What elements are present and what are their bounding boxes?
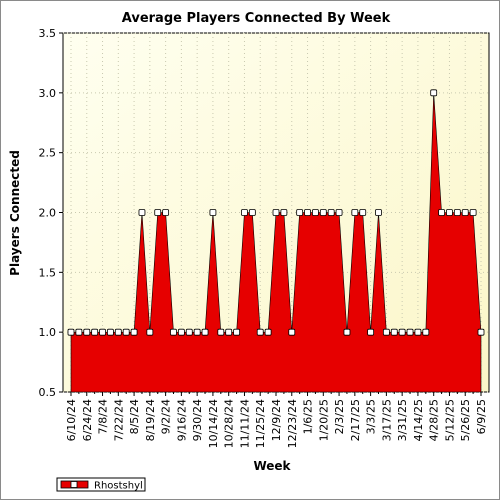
x-tick-label: 11/11/24 xyxy=(238,399,251,448)
data-point xyxy=(304,209,311,216)
data-point xyxy=(248,209,256,216)
legend: Rhostshyl xyxy=(56,477,146,492)
data-point xyxy=(146,328,154,336)
data-point xyxy=(312,209,319,216)
data-point xyxy=(264,328,272,336)
x-tick-label: 3/3/25 xyxy=(365,399,378,434)
data-point xyxy=(107,328,114,336)
data-point xyxy=(83,328,91,336)
data-point xyxy=(209,209,217,216)
y-axis-ticks: 0.5 1.0 1.5 2.0 2.5 3.0 3.5 xyxy=(39,27,63,399)
x-tick-label: 4/14/25 xyxy=(412,399,425,441)
x-tick-label: 8/5/24 xyxy=(128,399,141,434)
data-point xyxy=(406,328,414,336)
y-tick-label: 2.0 xyxy=(39,207,57,220)
x-tick-label: 7/22/24 xyxy=(112,399,125,441)
x-tick-label: 6/24/24 xyxy=(81,399,94,441)
x-tick-label: 4/28/25 xyxy=(428,399,441,441)
data-point xyxy=(367,328,375,336)
x-tick-label: 7/8/24 xyxy=(97,399,110,434)
data-point xyxy=(154,209,162,216)
data-point xyxy=(335,209,343,216)
data-point xyxy=(75,328,83,336)
data-point xyxy=(390,328,398,336)
x-tick-label: 12/23/24 xyxy=(286,399,299,448)
x-tick-label: 5/26/25 xyxy=(459,399,472,441)
data-point xyxy=(256,328,264,336)
data-point xyxy=(422,328,430,336)
data-point xyxy=(351,209,359,216)
data-point xyxy=(233,328,240,336)
x-tick-label: 8/19/24 xyxy=(144,399,157,441)
data-point xyxy=(461,209,469,216)
data-point xyxy=(359,209,367,216)
data-point xyxy=(446,209,453,216)
data-point xyxy=(177,328,185,336)
data-point xyxy=(272,209,280,216)
x-tick-label: 3/31/25 xyxy=(396,399,409,441)
data-point xyxy=(170,328,177,336)
legend-entry-rhostshyl: Rhostshyl xyxy=(94,481,143,492)
y-tick-label: 3.0 xyxy=(39,87,57,100)
data-point xyxy=(430,89,438,97)
y-tick-label: 0.5 xyxy=(39,386,57,399)
data-point xyxy=(398,328,406,336)
series-points xyxy=(67,89,485,336)
x-tick-label: 9/30/24 xyxy=(191,399,204,441)
chart-title: Average Players Connected By Week xyxy=(122,11,391,26)
data-point xyxy=(241,209,248,216)
data-point xyxy=(280,209,288,216)
data-point xyxy=(225,328,233,336)
data-point xyxy=(91,328,99,336)
data-point xyxy=(114,328,122,336)
x-tick-label: 6/10/24 xyxy=(65,399,78,441)
data-point xyxy=(130,328,138,336)
data-point xyxy=(67,328,75,336)
x-axis-label: Week xyxy=(253,459,291,473)
x-tick-label: 2/17/25 xyxy=(349,399,362,441)
y-tick-label: 1.0 xyxy=(39,326,57,339)
y-axis-label: Players Connected xyxy=(8,150,22,276)
data-point xyxy=(414,328,422,336)
data-point xyxy=(122,328,130,336)
y-tick-label: 3.5 xyxy=(39,27,57,40)
data-point xyxy=(438,209,445,216)
y-tick-label: 2.5 xyxy=(39,147,57,160)
x-tick-label: 10/14/24 xyxy=(207,399,220,448)
data-point xyxy=(327,209,335,216)
x-tick-label: 9/2/24 xyxy=(160,399,173,434)
x-tick-label: 5/12/25 xyxy=(443,399,456,441)
data-point xyxy=(375,209,382,216)
x-tick-label: 1/6/25 xyxy=(302,399,315,434)
data-point xyxy=(477,328,485,336)
data-point xyxy=(185,328,193,336)
data-point xyxy=(288,328,296,336)
data-point xyxy=(453,209,461,216)
x-tick-label: 1/20/25 xyxy=(317,399,330,441)
data-point xyxy=(193,328,201,336)
data-point xyxy=(162,209,170,216)
data-point xyxy=(382,328,390,336)
x-tick-label: 10/28/24 xyxy=(223,399,236,448)
legend-marker xyxy=(70,481,78,488)
data-point xyxy=(138,209,146,216)
x-tick-label: 2/3/25 xyxy=(333,399,346,434)
data-point xyxy=(343,328,351,336)
data-point xyxy=(319,209,327,216)
x-tick-label: 9/16/24 xyxy=(175,399,188,441)
x-axis-ticks: 6/10/24 6/24/24 7/8/24 7/22/24 8/5/24 8/19/24… xyxy=(65,392,488,448)
data-point xyxy=(201,328,209,336)
data-point xyxy=(296,209,304,216)
x-tick-label: 11/25/24 xyxy=(254,399,267,448)
data-point xyxy=(217,328,225,336)
y-tick-label: 1.5 xyxy=(39,266,57,279)
x-tick-label: 6/9/25 xyxy=(475,399,488,434)
data-point xyxy=(469,209,477,216)
x-tick-label: 12/9/24 xyxy=(270,399,283,441)
data-point xyxy=(99,328,106,336)
x-tick-label: 3/17/25 xyxy=(380,399,393,441)
